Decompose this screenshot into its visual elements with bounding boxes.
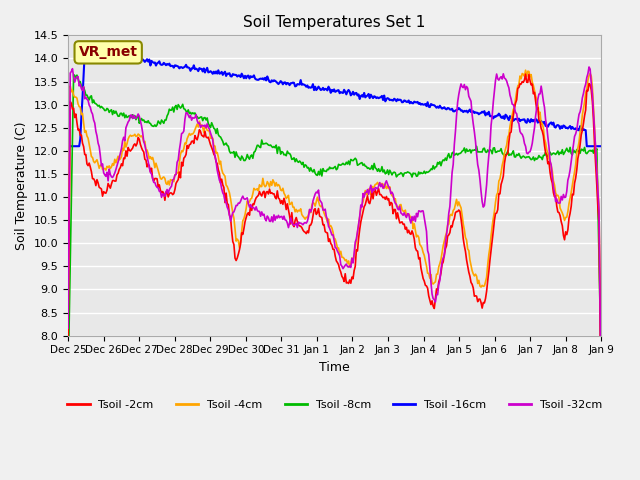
Title: Soil Temperatures Set 1: Soil Temperatures Set 1 xyxy=(243,15,426,30)
Y-axis label: Soil Temperature (C): Soil Temperature (C) xyxy=(15,121,28,250)
Legend: Tsoil -2cm, Tsoil -4cm, Tsoil -8cm, Tsoil -16cm, Tsoil -32cm: Tsoil -2cm, Tsoil -4cm, Tsoil -8cm, Tsoi… xyxy=(63,395,606,414)
Text: VR_met: VR_met xyxy=(79,45,138,60)
X-axis label: Time: Time xyxy=(319,361,350,374)
